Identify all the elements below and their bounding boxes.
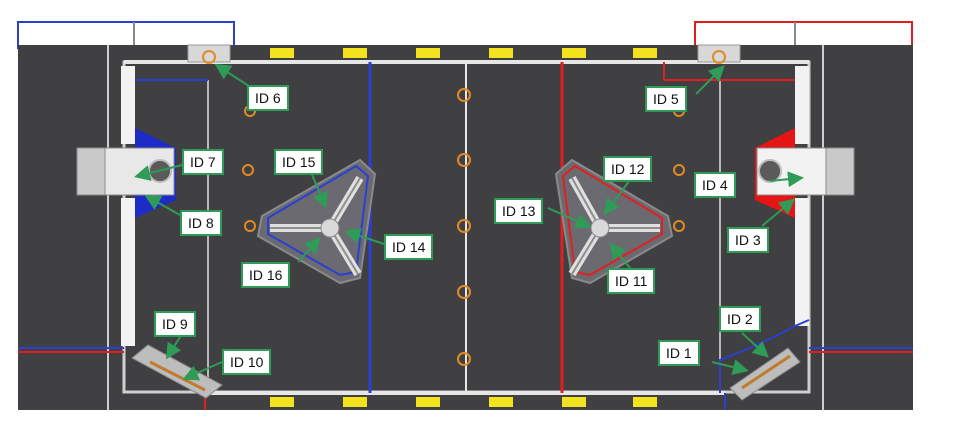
arrow-id1 [711,359,749,375]
arrow-id12 [603,179,631,216]
arrow-id14 [344,228,385,245]
label-id7: ID 7 [182,149,224,175]
label-id10: ID 10 [222,349,272,375]
arrow-id5 [695,65,725,95]
label-id8: ID 8 [180,210,222,236]
label-id9: ID 9 [154,311,196,337]
blue-top-station [187,44,231,64]
arrow-id9 [165,333,183,360]
label-id11: ID 11 [607,268,656,294]
arrow-id8 [144,195,181,216]
label-id12: ID 12 [603,156,653,182]
label-id3: ID 3 [727,227,769,253]
right-rail-bottom [795,198,809,326]
label-id5: ID 5 [645,86,687,112]
red-top-frame [694,21,913,49]
label-id13: ID 13 [494,198,544,224]
blue-station [76,128,176,218]
arrow-id11 [609,242,631,269]
arrow-id15 [309,169,328,209]
callout-arrows [134,63,804,381]
arrow-id7 [134,164,183,181]
blue-chute [131,344,223,399]
blue-top-frame [17,21,235,49]
left-rail-top [121,66,135,144]
arrow-id10 [182,361,223,381]
red-station [755,128,855,218]
label-id14: ID 14 [384,234,434,260]
yellow-targets-top [270,48,657,58]
arrow-id13 [547,207,592,229]
blue-hexagon-hub [256,158,377,285]
red-chute [729,347,801,401]
label-id16: ID 16 [241,262,291,288]
yellow-targets-bottom [270,397,657,407]
label-id4: ID 4 [694,172,736,198]
red-hexagon-hub [554,158,674,285]
arrow-id3 [761,198,796,227]
red-top-station [697,44,741,64]
arrow-id4 [769,171,804,188]
arrow-id16 [297,237,321,263]
arrow-id6 [214,63,253,89]
label-id6: ID 6 [247,85,289,111]
red-corner-diag [794,319,810,327]
left-rail-bottom [121,198,135,346]
arrow-id2 [741,332,769,358]
label-id1: ID 1 [658,340,700,366]
label-id2: ID 2 [719,306,761,332]
label-id15: ID 15 [274,149,324,175]
right-rail-top [795,66,809,144]
